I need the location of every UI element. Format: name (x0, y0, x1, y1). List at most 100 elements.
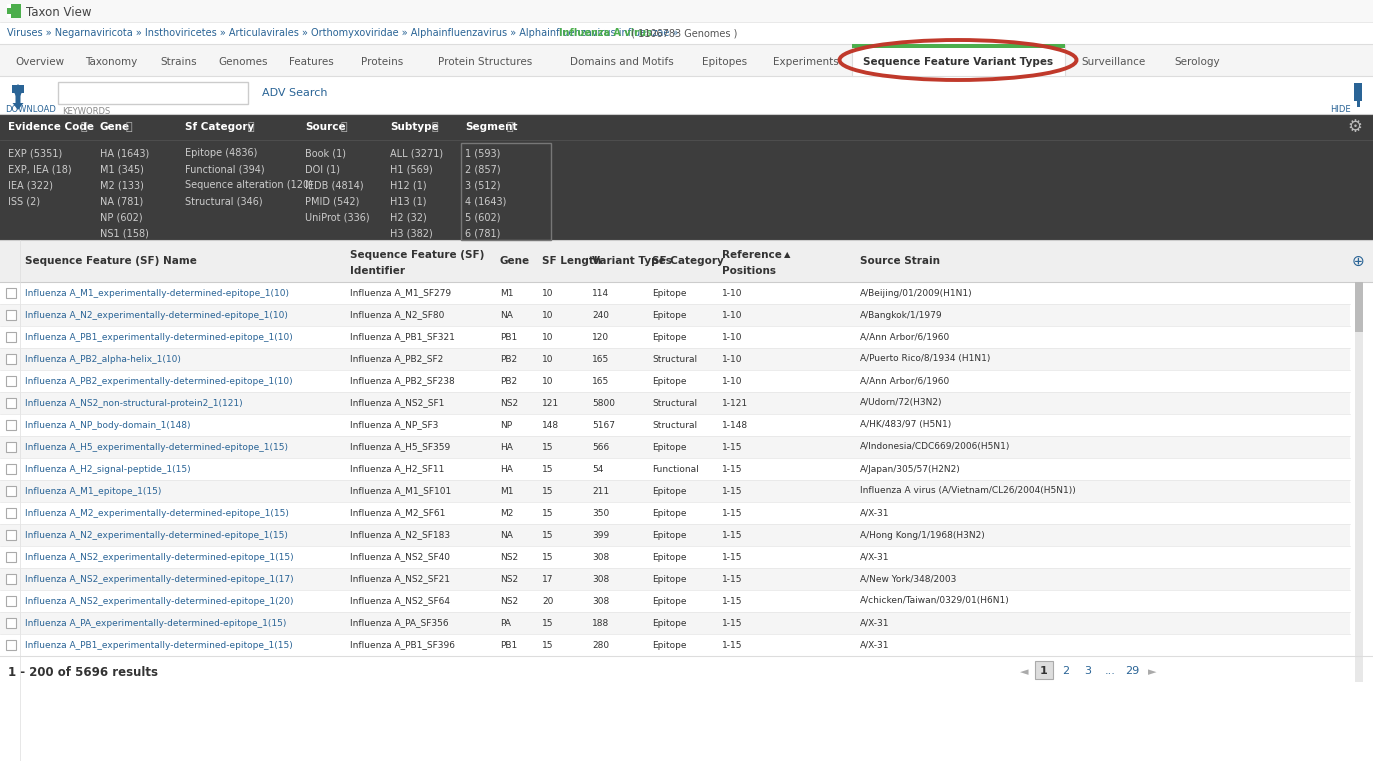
Text: Functional: Functional (652, 464, 699, 473)
Bar (0, 44, 1373, 76)
Text: ⊕: ⊕ (1351, 253, 1365, 269)
Bar (5, 420, 16, 430)
Text: 1 - 200 of 5696 results: 1 - 200 of 5696 results (8, 666, 158, 679)
Bar (0, 414, 1350, 436)
Bar (0, 282, 1350, 304)
Text: A/Indonesia/CDC669/2006(H5N1): A/Indonesia/CDC669/2006(H5N1) (859, 442, 1011, 451)
Text: H12 (1): H12 (1) (390, 180, 427, 190)
Text: Serology: Serology (1175, 57, 1221, 67)
Text: 114: 114 (592, 288, 610, 298)
Text: Evidence Code: Evidence Code (8, 122, 93, 132)
Text: A/Japan/305/57(H2N2): A/Japan/305/57(H2N2) (859, 464, 961, 473)
Text: HIDE: HIDE (1330, 106, 1351, 114)
Text: ISS (2): ISS (2) (8, 196, 40, 206)
Text: 308: 308 (592, 552, 610, 562)
Text: 1-15: 1-15 (722, 464, 743, 473)
Text: Influenza A_M1_SF279: Influenza A_M1_SF279 (350, 288, 452, 298)
Bar (851, 44, 1064, 76)
Text: H1 (569): H1 (569) (390, 164, 432, 174)
Text: ⌕: ⌕ (507, 122, 512, 132)
Text: M1: M1 (500, 486, 514, 495)
Text: 1-15: 1-15 (722, 508, 743, 517)
Text: 4 (1643): 4 (1643) (465, 196, 507, 206)
Text: NA: NA (500, 530, 514, 540)
Text: 2: 2 (1063, 666, 1070, 676)
Text: HA: HA (500, 442, 514, 451)
Bar (5, 310, 16, 320)
Text: 1 (593): 1 (593) (465, 148, 500, 158)
Text: NS1 (158): NS1 (158) (100, 228, 148, 238)
FancyArrow shape (1351, 83, 1365, 101)
Bar (0, 370, 1350, 392)
Text: 10: 10 (542, 355, 553, 364)
Text: ⌕: ⌕ (341, 122, 347, 132)
Text: 165: 165 (592, 377, 610, 386)
Text: Structural (346): Structural (346) (185, 196, 262, 206)
Text: 1: 1 (1041, 666, 1048, 676)
Bar (0, 76, 1373, 114)
Text: Genomes: Genomes (218, 57, 268, 67)
Bar (0, 436, 1350, 458)
Text: 3: 3 (1085, 666, 1092, 676)
Text: M2: M2 (500, 508, 514, 517)
Bar (12, 85, 23, 93)
Text: 3 (512): 3 (512) (465, 180, 501, 190)
Text: Epitope: Epitope (652, 377, 686, 386)
Text: A/Puerto Rico/8/1934 (H1N1): A/Puerto Rico/8/1934 (H1N1) (859, 355, 990, 364)
Text: Epitope: Epitope (652, 641, 686, 649)
Text: ( 1106783 Genomes ): ( 1106783 Genomes ) (627, 28, 737, 38)
Text: 240: 240 (592, 310, 610, 320)
Bar (5, 442, 16, 452)
Bar (5, 552, 16, 562)
Text: 1-15: 1-15 (722, 597, 743, 606)
Bar (5, 640, 16, 650)
Text: A/chicken/Taiwan/0329/01(H6N1): A/chicken/Taiwan/0329/01(H6N1) (859, 597, 1009, 606)
Text: 17: 17 (542, 575, 553, 584)
Text: Influenza A virus (A/Vietnam/CL26/2004(H5N1)): Influenza A virus (A/Vietnam/CL26/2004(H… (859, 486, 1076, 495)
Text: Taxon View: Taxon View (26, 5, 92, 18)
Text: A/HK/483/97 (H5N1): A/HK/483/97 (H5N1) (859, 421, 951, 429)
Text: Identifier: Identifier (350, 266, 405, 276)
Text: KEYWORDS: KEYWORDS (62, 107, 110, 116)
Text: UniProt (336): UniProt (336) (305, 212, 369, 222)
Text: Epitope: Epitope (652, 619, 686, 628)
Bar (0, 502, 1350, 524)
Bar (0, 304, 1350, 326)
Bar (5, 332, 16, 342)
Text: ADV Search: ADV Search (262, 88, 328, 98)
Text: A/Udorn/72(H3N2): A/Udorn/72(H3N2) (859, 399, 942, 407)
Text: H13 (1): H13 (1) (390, 196, 427, 206)
Text: NS2: NS2 (500, 597, 518, 606)
Bar (5, 618, 16, 628)
Text: 1-148: 1-148 (722, 421, 748, 429)
Text: PB1: PB1 (500, 333, 518, 342)
Text: Influenza A_PA_experimentally-determined-epitope_1(15): Influenza A_PA_experimentally-determined… (25, 619, 287, 628)
Text: 308: 308 (592, 575, 610, 584)
Bar (0, 22, 1373, 44)
Text: 1-15: 1-15 (722, 552, 743, 562)
Bar (7, 4, 21, 18)
Text: ⌕: ⌕ (247, 122, 254, 132)
Bar (0, 612, 1350, 634)
Text: DOI (1): DOI (1) (305, 164, 341, 174)
Text: Experiments: Experiments (773, 57, 839, 67)
Text: 5167: 5167 (592, 421, 615, 429)
Text: Sequence Feature (SF): Sequence Feature (SF) (350, 250, 485, 260)
Bar (58, 82, 249, 104)
Text: Influenza A_PB1_SF321: Influenza A_PB1_SF321 (350, 333, 454, 342)
Text: A/Beijing/01/2009(H1N1): A/Beijing/01/2009(H1N1) (859, 288, 972, 298)
Text: Influenza A_NS2_non-structural-protein2_1(121): Influenza A_NS2_non-structural-protein2_… (25, 399, 243, 407)
Text: SF Category: SF Category (652, 256, 724, 266)
Text: 15: 15 (542, 486, 553, 495)
Text: A/New York/348/2003: A/New York/348/2003 (859, 575, 957, 584)
Text: Epitope: Epitope (652, 530, 686, 540)
Bar (0, 114, 1373, 140)
Bar (5, 464, 16, 474)
Bar (7, 14, 21, 18)
Text: 5800: 5800 (592, 399, 615, 407)
Text: PB2: PB2 (500, 355, 518, 364)
Text: Gene: Gene (100, 122, 130, 132)
Text: Sf Category: Sf Category (185, 122, 254, 132)
Text: Protein Structures: Protein Structures (438, 57, 533, 67)
Text: Sequence Feature (SF) Name: Sequence Feature (SF) Name (25, 256, 196, 266)
